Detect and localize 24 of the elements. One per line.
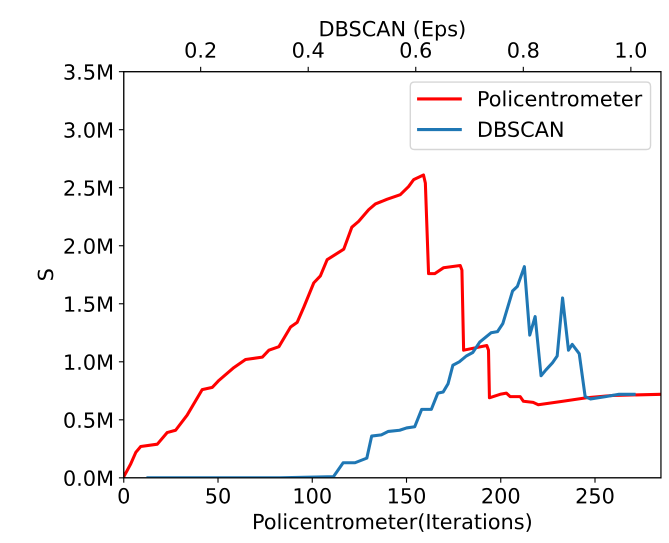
x2-tick-label: 0.2	[185, 42, 216, 58]
x-tick-label: 150	[388, 488, 426, 504]
x2-tick-label: 0.6	[400, 42, 432, 58]
y-tick-label: 1.5M	[65, 296, 112, 312]
y-tick-label: 1.0M	[65, 354, 112, 370]
y-tick-label: 3.5M	[64, 64, 112, 80]
y-tick-label: 2.5M	[64, 180, 112, 196]
x-tick-label: 50	[206, 488, 230, 504]
x2-axis-title: DBSCAN (Eps)	[320, 20, 464, 41]
x-tick-label: 100	[294, 488, 331, 504]
x-tick-label: 250	[576, 488, 614, 504]
x-axis-title: Policentrometer(Iterations)	[254, 513, 531, 532]
x-tick-label: 200	[482, 488, 520, 504]
y-tick-label: 0.0M	[64, 470, 112, 486]
legend-label: Policentrometer	[478, 90, 642, 107]
x-tick-label: 0	[118, 488, 130, 504]
y-tick-label: 3.0M	[64, 122, 112, 138]
legend-label: DBSCAN	[478, 121, 562, 138]
y-tick-label: 0.5M	[64, 412, 112, 428]
y-tick-label: 2.0M	[64, 238, 112, 254]
x2-tick-label: 1.0	[616, 42, 646, 58]
x2-tick-label: 0.8	[508, 42, 538, 58]
x2-tick-label: 0.4	[293, 42, 324, 58]
y-axis-title: S	[38, 269, 54, 280]
